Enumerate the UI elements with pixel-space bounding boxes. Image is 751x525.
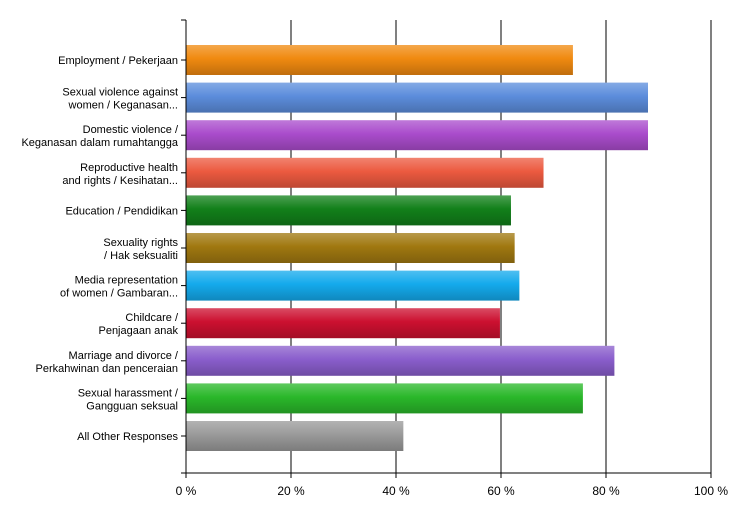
tick-labels: 0 % 20 % 40 % 60 % 80 % 100 % bbox=[176, 484, 729, 498]
bar bbox=[186, 308, 500, 339]
category-label: Marriage and divorce / Perkahwinan dan pe… bbox=[36, 350, 179, 375]
category-label: Childcare / Penjagaan anak bbox=[98, 312, 178, 337]
category-label: Sexuality rights / Hak seksualiti bbox=[103, 237, 178, 262]
x-tick-label: 100 % bbox=[694, 484, 728, 498]
bars bbox=[186, 45, 648, 451]
category-label: Sexual violence against women / Keganasan… bbox=[62, 87, 178, 112]
category-label: Employment / Pekerjaan bbox=[58, 55, 178, 67]
category-label: Reproductive health and rights / Kesihata… bbox=[62, 162, 178, 187]
bar bbox=[186, 120, 648, 151]
category-label: Media representation of women / Gambaran.… bbox=[60, 275, 178, 300]
bar bbox=[186, 233, 515, 263]
bar bbox=[186, 82, 648, 113]
x-tick-label: 80 % bbox=[592, 484, 620, 498]
x-tick-label: 60 % bbox=[487, 484, 515, 498]
axes bbox=[181, 19, 712, 478]
bar bbox=[186, 421, 404, 451]
category-label: Sexual harassment / Gangguan seksual bbox=[78, 387, 179, 412]
bar bbox=[186, 383, 583, 414]
bar bbox=[186, 345, 615, 376]
category-label: All Other Responses bbox=[77, 431, 178, 443]
bar bbox=[186, 45, 573, 75]
category-label: Education / Pendidikan bbox=[65, 205, 178, 217]
category-labels: Employment / Pekerjaan Sexual violence ag… bbox=[21, 55, 179, 443]
bar bbox=[186, 270, 520, 301]
x-tick-label: 40 % bbox=[382, 484, 410, 498]
category-label: Domestic violence / Keganasan dalam rumah… bbox=[21, 124, 179, 149]
x-tick-label: 0 % bbox=[176, 484, 197, 498]
bar bbox=[186, 195, 511, 226]
x-tick-label: 20 % bbox=[277, 484, 305, 498]
bar bbox=[186, 157, 544, 188]
